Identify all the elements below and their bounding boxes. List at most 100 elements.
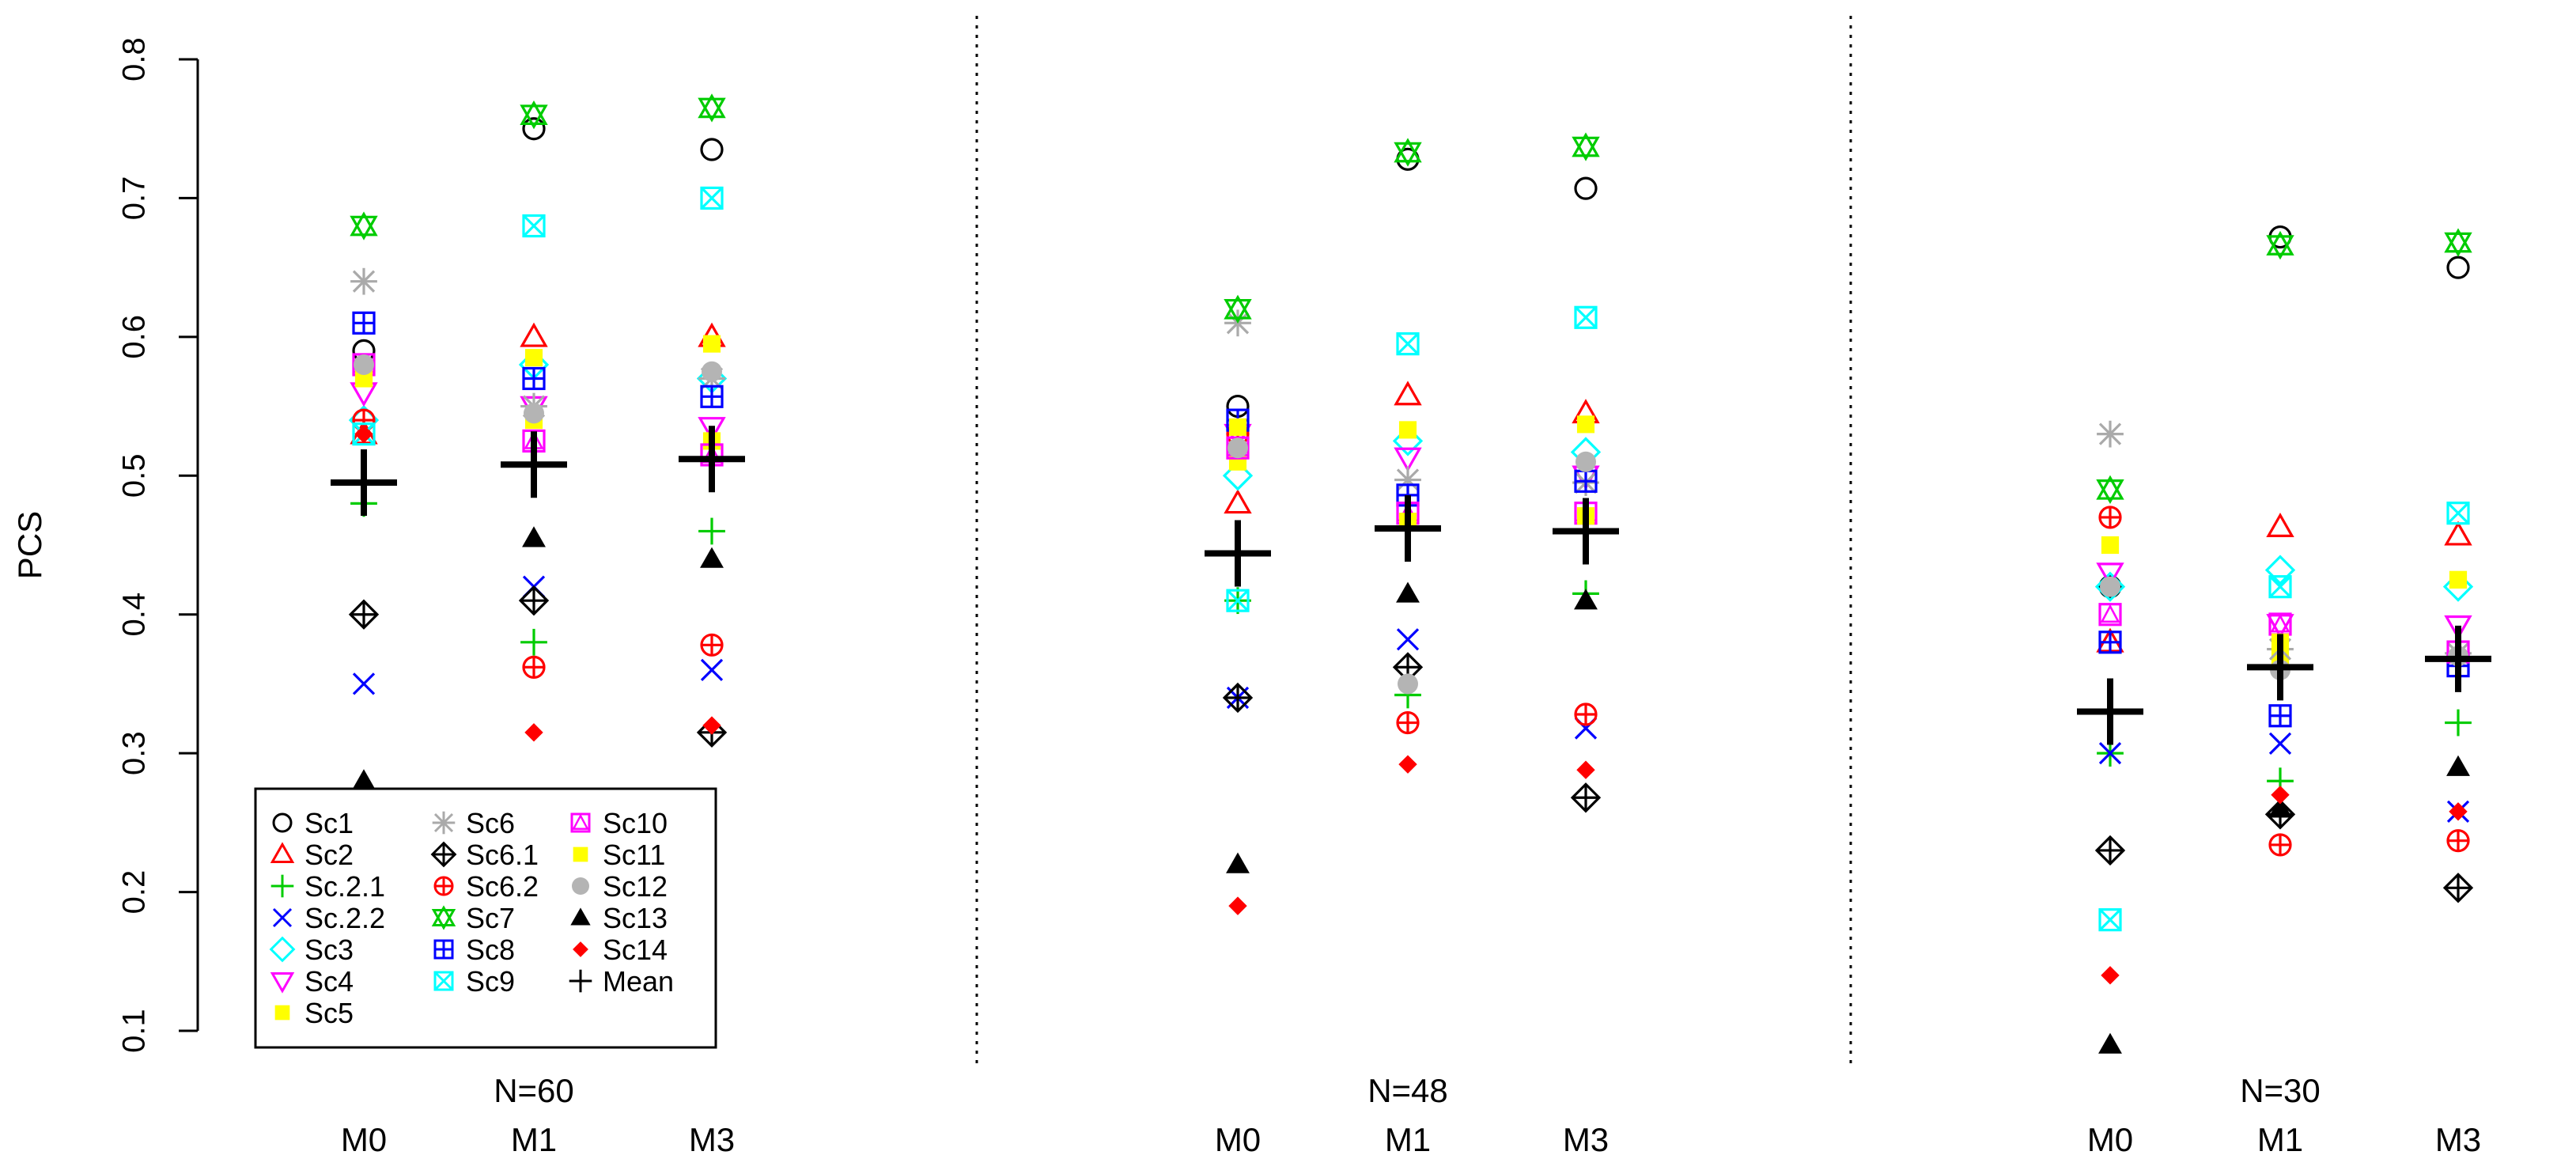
mean-marker bbox=[501, 431, 567, 498]
point-sc7 bbox=[2444, 228, 2472, 257]
point-sc6-1 bbox=[518, 585, 550, 616]
point-sc14 bbox=[1576, 760, 1595, 779]
point-sc3 bbox=[2264, 555, 2296, 585]
method-label: M1 bbox=[2257, 1121, 2303, 1158]
panel-label: N=48 bbox=[1367, 1072, 1448, 1109]
point-sc4 bbox=[2096, 562, 2124, 588]
point-sc14 bbox=[1398, 755, 1417, 774]
point-sc11 bbox=[2449, 570, 2468, 589]
point-sc8 bbox=[700, 384, 724, 408]
method-label: M0 bbox=[1215, 1121, 1261, 1158]
legend-label: Sc3 bbox=[305, 934, 354, 966]
point-sc-2-2 bbox=[2268, 732, 2292, 755]
legend-label: Sc13 bbox=[603, 902, 668, 934]
method-label: M1 bbox=[511, 1121, 557, 1158]
point-sc6 bbox=[350, 267, 377, 295]
point-sc10 bbox=[2098, 603, 2122, 627]
point-sc13 bbox=[352, 769, 376, 790]
point-sc7 bbox=[2096, 475, 2124, 505]
y-tick-label: 0.6 bbox=[117, 315, 152, 359]
point-sc11 bbox=[524, 349, 543, 367]
point-sc4 bbox=[2444, 615, 2472, 640]
point-sc8 bbox=[2268, 704, 2292, 728]
legend-symbol-sc5 bbox=[274, 1005, 290, 1021]
y-tick-label: 0.4 bbox=[117, 593, 152, 637]
point-sc-2-1 bbox=[520, 628, 547, 656]
point-sc9 bbox=[1226, 589, 1250, 612]
legend-symbol-sc11 bbox=[573, 846, 588, 862]
point-sc-2-1 bbox=[698, 517, 725, 545]
legend-label: Mean bbox=[603, 965, 674, 998]
legend-symbol-sc4 bbox=[270, 972, 295, 994]
legend-symbol-sc1 bbox=[272, 812, 293, 833]
legend-label: Sc6.1 bbox=[466, 839, 539, 871]
point-sc3 bbox=[1392, 426, 1424, 456]
point-sc7 bbox=[1394, 138, 1422, 167]
legend-label: Sc9 bbox=[466, 965, 515, 998]
point-sc9 bbox=[1396, 332, 1420, 356]
legend-symbol-sc6-2 bbox=[433, 876, 454, 896]
method-label: M3 bbox=[1563, 1121, 1609, 1158]
y-tick-label: 0.8 bbox=[117, 37, 152, 81]
method-label: M0 bbox=[2087, 1121, 2133, 1158]
method-label: M3 bbox=[689, 1121, 735, 1158]
point-sc13 bbox=[700, 547, 724, 568]
legend-symbol-sc-2-2 bbox=[272, 907, 293, 928]
mean-marker bbox=[2247, 634, 2313, 701]
panel-label: N=30 bbox=[2240, 1072, 2321, 1109]
y-axis-label: PCS bbox=[11, 511, 48, 579]
point-sc7 bbox=[698, 93, 726, 123]
point-sc2 bbox=[520, 322, 548, 347]
point-sc12 bbox=[702, 361, 722, 382]
point-sc14 bbox=[354, 424, 373, 444]
method-label: M1 bbox=[1385, 1121, 1431, 1158]
data-points bbox=[331, 93, 2491, 1054]
point-sc13 bbox=[2446, 755, 2470, 776]
mean-marker bbox=[679, 426, 745, 493]
legend-label: Sc8 bbox=[466, 934, 515, 966]
point-sc6 bbox=[2097, 420, 2124, 448]
legend-label: Sc7 bbox=[466, 902, 515, 934]
point-sc4 bbox=[1394, 447, 1422, 472]
legend-symbol-sc2 bbox=[270, 842, 295, 863]
point-sc14 bbox=[1228, 896, 1247, 915]
point-sc1 bbox=[2446, 256, 2470, 279]
point-sc12 bbox=[354, 354, 374, 375]
legend-symbol-sc10 bbox=[570, 812, 591, 833]
point-sc3 bbox=[1222, 460, 1254, 491]
point-sc6-1 bbox=[348, 599, 380, 630]
point-sc11 bbox=[1228, 418, 1247, 436]
point-sc7 bbox=[2266, 230, 2294, 260]
point-sc8 bbox=[2098, 631, 2122, 654]
legend-label: Sc6 bbox=[466, 807, 515, 839]
point-sc2 bbox=[2266, 513, 2294, 538]
legend-symbol-sc14 bbox=[573, 941, 588, 957]
legend-symbol-sc9 bbox=[433, 971, 454, 991]
point-sc-2-2 bbox=[700, 658, 724, 682]
mean-marker bbox=[1375, 494, 1441, 562]
legend-symbol-mean bbox=[569, 969, 592, 993]
point-sc8 bbox=[522, 366, 546, 391]
point-sc1 bbox=[522, 117, 546, 141]
point-sc13 bbox=[2268, 797, 2292, 818]
point-sc7 bbox=[520, 100, 548, 130]
point-sc-2-2 bbox=[352, 672, 376, 695]
point-sc9 bbox=[2098, 908, 2122, 932]
point-sc12 bbox=[1227, 437, 1248, 459]
point-sc1 bbox=[1574, 176, 1598, 200]
point-sc9 bbox=[2268, 575, 2292, 599]
point-sc7 bbox=[1572, 132, 1600, 161]
y-tick-label: 0.3 bbox=[117, 731, 152, 775]
legend-label: Sc1 bbox=[305, 807, 354, 839]
point-sc14 bbox=[2101, 966, 2120, 985]
mean-marker bbox=[1205, 520, 1271, 587]
mean-marker bbox=[2425, 625, 2491, 692]
y-tick-label: 0.2 bbox=[117, 870, 152, 915]
point-sc6-1 bbox=[2442, 873, 2474, 903]
point-sc2 bbox=[1224, 489, 1252, 514]
legend-label: Sc.2.2 bbox=[305, 902, 385, 934]
point-sc12 bbox=[2100, 576, 2120, 597]
legend-label: Sc4 bbox=[305, 965, 354, 998]
